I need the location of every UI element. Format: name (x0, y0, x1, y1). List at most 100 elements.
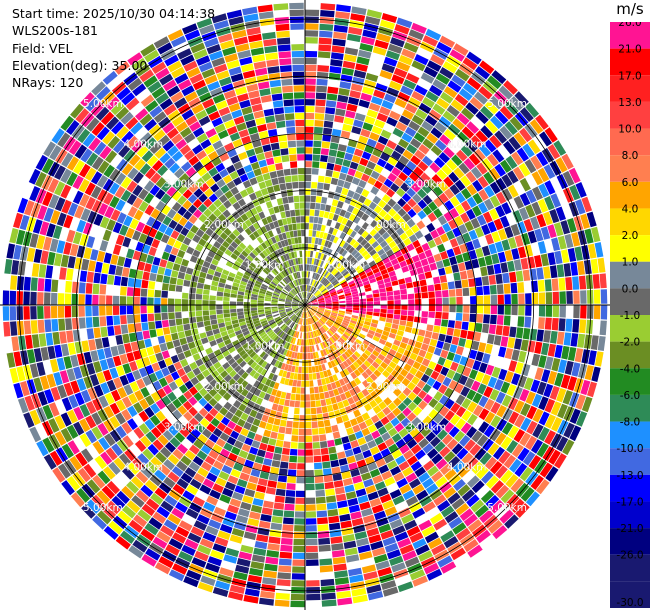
velocity-gate (122, 333, 130, 344)
velocity-gate (563, 406, 575, 422)
velocity-gate (460, 175, 472, 187)
velocity-gate (332, 251, 339, 259)
velocity-gate (148, 321, 156, 330)
velocity-gate (310, 264, 314, 272)
velocity-gate (131, 495, 145, 508)
velocity-gate (338, 378, 346, 386)
velocity-gate (339, 393, 347, 401)
velocity-gate (223, 265, 232, 272)
velocity-gate (343, 540, 357, 549)
velocity-gate (232, 323, 240, 329)
velocity-gate (309, 257, 313, 265)
velocity-gate (409, 532, 424, 543)
velocity-gate (140, 314, 148, 323)
velocity-gate (323, 292, 330, 297)
velocity-gate (254, 388, 262, 397)
velocity-gate (328, 329, 334, 336)
velocity-gate (240, 213, 249, 222)
velocity-gate (353, 307, 360, 311)
velocity-gate (248, 475, 259, 484)
velocity-gate (370, 381, 379, 390)
velocity-gate (159, 259, 168, 268)
velocity-gate (352, 424, 361, 433)
velocity-gate (519, 107, 534, 122)
velocity-gate (276, 320, 283, 325)
velocity-gate (295, 309, 301, 315)
velocity-gate (355, 280, 363, 285)
velocity-gate (281, 291, 288, 296)
velocity-gate (341, 471, 352, 480)
velocity-gate (412, 204, 422, 214)
velocity-gate (294, 400, 300, 408)
velocity-gate (465, 102, 479, 115)
velocity-gate (480, 535, 496, 549)
velocity-gate (226, 436, 237, 446)
velocity-gate (157, 42, 173, 55)
velocity-gate (3, 321, 11, 337)
velocity-gate (427, 465, 439, 477)
velocity-gate (283, 326, 289, 333)
velocity-gate (264, 451, 274, 460)
velocity-gate (74, 392, 85, 406)
velocity-gate (138, 188, 149, 200)
velocity-gate (140, 43, 156, 57)
velocity-gate (446, 369, 456, 380)
velocity-gate (230, 361, 239, 369)
velocity-gate (483, 425, 495, 438)
velocity-gate (429, 262, 438, 271)
velocity-gate (48, 194, 60, 209)
velocity-gate (511, 151, 524, 166)
velocity-gate (315, 203, 321, 210)
velocity-gate (233, 249, 241, 257)
velocity-gate (305, 504, 316, 511)
velocity-gate (305, 456, 314, 463)
velocity-gate (318, 307, 325, 310)
velocity-gate (479, 60, 495, 75)
velocity-gate (240, 412, 249, 421)
velocity-gate (134, 323, 142, 332)
velocity-gate (310, 272, 314, 279)
velocity-gate (244, 311, 251, 315)
velocity-gate (488, 243, 497, 255)
velocity-gate (422, 415, 433, 426)
velocity-gate (267, 317, 274, 322)
velocity-gate (335, 262, 342, 269)
velocity-gate (342, 270, 349, 277)
velocity-gate (475, 277, 483, 287)
velocity-gate (48, 434, 61, 450)
velocity-gate (367, 591, 384, 601)
velocity-gate (252, 288, 260, 293)
velocity-gate (296, 317, 300, 324)
velocity-gate (125, 372, 136, 384)
velocity-gate (369, 278, 377, 284)
velocity-gate (361, 427, 371, 437)
velocity-gate (400, 315, 407, 321)
velocity-gate (16, 321, 25, 336)
velocity-gate (184, 329, 192, 337)
velocity-gate (210, 319, 218, 325)
velocity-gate (182, 237, 192, 246)
velocity-gate (196, 133, 208, 144)
velocity-gate (401, 265, 409, 273)
velocity-gate (77, 467, 91, 483)
velocity-gate (440, 561, 457, 574)
velocity-gate (323, 332, 329, 339)
velocity-gate (350, 83, 363, 92)
velocity-gate (199, 223, 209, 233)
velocity-gate (259, 331, 266, 337)
velocity-gate (197, 433, 208, 444)
velocity-gate (261, 360, 268, 368)
velocity-gate (295, 295, 301, 301)
velocity-gate (201, 68, 216, 79)
velocity-gate (190, 526, 205, 538)
velocity-gate (407, 198, 417, 208)
velocity-gate (468, 153, 481, 166)
velocity-gate (436, 260, 444, 269)
velocity-gate (263, 209, 271, 217)
velocity-gate (349, 90, 361, 99)
velocity-gate (17, 197, 29, 214)
velocity-gate (213, 361, 222, 370)
velocity-gate (420, 226, 430, 236)
velocity-gate (241, 443, 251, 453)
velocity-gate (358, 406, 367, 415)
